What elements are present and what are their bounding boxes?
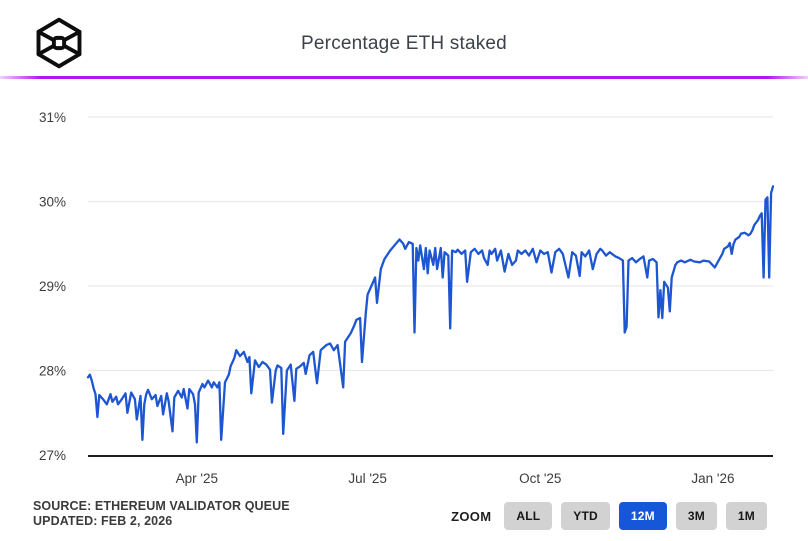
zoom-button-1m[interactable]: 1M — [725, 502, 767, 530]
chart-title: Percentage ETH staked — [301, 33, 507, 54]
x-axis-label: Apr '25 — [176, 471, 218, 486]
y-axis-label: 29% — [39, 279, 66, 294]
y-axis-label: 28% — [39, 363, 66, 378]
zoom-label: ZOOM — [451, 508, 492, 524]
zoom-button-ytd[interactable]: YTD — [561, 502, 610, 530]
source-line: SOURCE: ETHEREUM VALIDATOR QUEUE — [33, 499, 290, 513]
zoom-button-12m[interactable]: 12M — [618, 502, 667, 530]
zoom-buttons: ALL YTD 12M 3M 1M — [504, 502, 767, 530]
cube-logo-icon — [36, 17, 82, 69]
y-axis-label: 31% — [39, 110, 66, 125]
x-axis-label: Oct '25 — [519, 471, 561, 486]
zoom-button-3m[interactable]: 3M — [675, 502, 717, 530]
updated-line: UPDATED: FEB 2, 2026 — [33, 514, 173, 528]
y-axis-label: 30% — [39, 194, 66, 209]
x-axis-label: Jul '25 — [348, 471, 387, 486]
purple-divider — [0, 76, 808, 79]
x-axis-label: Jan '26 — [691, 471, 734, 486]
source-attribution: SOURCE: ETHEREUM VALIDATOR QUEUE UPDATED… — [33, 499, 290, 529]
y-axis-label: 27% — [39, 448, 66, 463]
zoom-button-all[interactable]: ALL — [504, 502, 553, 530]
zoom-controls: ZOOM ALL YTD 12M 3M 1M — [451, 502, 767, 530]
eth-staked-series-line[interactable] — [86, 185, 775, 444]
